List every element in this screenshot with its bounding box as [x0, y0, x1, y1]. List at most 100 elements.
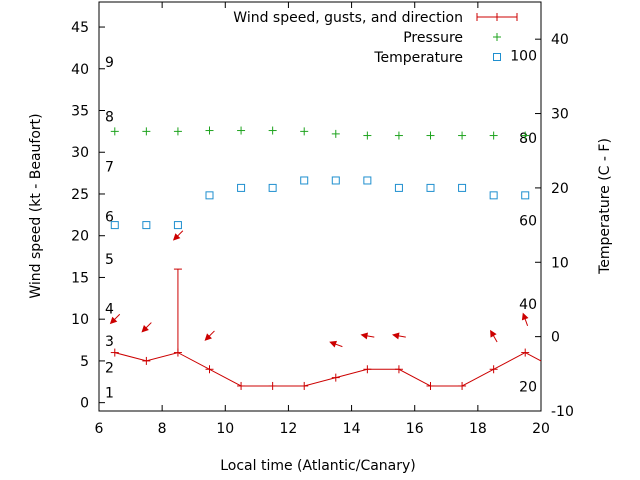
wind-direction-arrow — [521, 312, 529, 326]
x-axis-label: Local time (Atlantic/Canary) — [220, 458, 416, 474]
beaufort-label: 9 — [105, 55, 114, 71]
wind-direction-arrow — [329, 340, 343, 348]
legend-label: Pressure — [403, 30, 463, 46]
temperature-point — [173, 221, 182, 230]
pressure-point — [363, 131, 372, 140]
pressure-point — [237, 126, 246, 135]
wind-speed-line — [114, 352, 542, 387]
temperature-point — [521, 191, 530, 200]
wind-direction-arrow — [172, 230, 184, 241]
y-right-tick-label: 30 — [551, 107, 569, 123]
wind-direction-arrow — [490, 329, 498, 343]
x-tick-label: 14 — [343, 421, 361, 437]
fahrenheit-label: 20 — [519, 379, 537, 395]
pressure-point — [110, 127, 119, 136]
wind-speed-point — [205, 365, 214, 374]
x-tick-label: 18 — [469, 421, 487, 437]
beaufort-label: 5 — [105, 252, 114, 268]
fahrenheit-label: 40 — [519, 297, 537, 313]
temperature-point — [268, 183, 277, 192]
temperature-point — [363, 176, 372, 185]
y-left-tick-label: 25 — [71, 187, 89, 203]
y-right-tick-label: -10 — [551, 404, 574, 420]
wind-speed-point — [489, 365, 498, 374]
wind-speed-point — [300, 381, 309, 390]
wind-direction-arrow — [392, 332, 406, 340]
x-tick-label: 6 — [95, 421, 104, 437]
fahrenheit-label: 80 — [519, 131, 537, 147]
y-axis-label-left: Wind speed (kt - Beaufort) — [28, 113, 44, 298]
y-left-tick-label: 30 — [71, 145, 89, 161]
pressure-point — [458, 131, 467, 140]
wind-speed-point — [521, 348, 530, 357]
wind-direction-arrow — [360, 332, 375, 340]
wind-speed-point — [394, 365, 403, 374]
wind-gust-bar — [173, 268, 182, 353]
temperature-point — [458, 183, 467, 192]
y-right-tick-label: 0 — [551, 330, 560, 346]
beaufort-label: 6 — [105, 210, 114, 226]
pressure-point — [331, 129, 340, 138]
axes: 6 8 10 12 14 16 18 20051015202530354045-1001020… — [71, 1, 574, 437]
legend-entry: Pressure — [403, 30, 501, 46]
temperature-point — [394, 183, 403, 192]
wind-direction-arrow — [204, 330, 215, 341]
beaufort-label: 7 — [105, 159, 114, 175]
x-tick-label: 12 — [280, 421, 298, 437]
legend-label: Wind speed, gusts, and direction — [233, 10, 463, 26]
wind-speed-point — [110, 348, 119, 357]
fahrenheit-label: 60 — [519, 214, 537, 230]
y-right-tick-label: 20 — [551, 181, 569, 197]
pressure-point — [205, 126, 214, 135]
legend-entry: Wind speed, gusts, and direction — [233, 10, 518, 26]
temperature-point — [205, 191, 214, 200]
temperature-point — [331, 176, 340, 185]
pressure-point — [489, 131, 498, 140]
temperature-point — [237, 183, 246, 192]
temperature-point — [489, 191, 498, 200]
y-left-tick-label: 15 — [71, 270, 89, 286]
y-right-tick-label: 40 — [551, 32, 569, 48]
beaufort-label: 4 — [105, 301, 114, 317]
pressure-point — [142, 127, 151, 136]
pressure-point — [173, 127, 182, 136]
legend-marker — [493, 53, 501, 61]
y-left-tick-label: 20 — [71, 229, 89, 245]
y-left-tick-label: 45 — [71, 20, 89, 36]
y-axis-label-right: Temperature (C - F) — [597, 138, 613, 275]
temperature-point — [426, 183, 435, 192]
x-tick-label: 10 — [216, 421, 234, 437]
legend-label: Temperature — [373, 50, 463, 66]
wind-direction-arrow — [141, 322, 152, 333]
y-left-tick-label: 40 — [71, 62, 89, 78]
temperature-point — [110, 221, 119, 230]
pressure-point — [426, 131, 435, 140]
y-right-tick-label: 10 — [551, 255, 569, 271]
pressure-point — [521, 131, 530, 140]
wind-speed-point — [237, 381, 246, 390]
beaufort-label: 2 — [105, 361, 114, 377]
legend: Wind speed, gusts, and direction Pressure… — [233, 10, 518, 66]
legend-entry: Temperature — [373, 50, 501, 66]
fahrenheit-label: 100 — [510, 49, 537, 65]
y-left-tick-label: 5 — [80, 354, 89, 370]
wind-speed-point — [363, 365, 372, 374]
plot-frame — [98, 1, 542, 412]
beaufort-label: 1 — [105, 386, 114, 402]
y-left-tick-label: 10 — [71, 312, 89, 328]
wind-speed-point — [458, 381, 467, 390]
temperature-point — [300, 176, 309, 185]
x-tick-label: 16 — [406, 421, 424, 437]
x-tick-label: 20 — [532, 421, 550, 437]
x-tick-label: 8 — [158, 421, 167, 437]
pressure-point — [394, 131, 403, 140]
pressure-point — [300, 127, 309, 136]
y-left-tick-label: 35 — [71, 104, 89, 120]
chart-marks — [109, 126, 542, 390]
wind-speed-point — [268, 381, 277, 390]
y-left-tick-label: 0 — [80, 396, 89, 412]
pressure-point — [268, 126, 277, 135]
wind-speed-point — [426, 381, 435, 390]
temperature-point — [142, 221, 151, 230]
